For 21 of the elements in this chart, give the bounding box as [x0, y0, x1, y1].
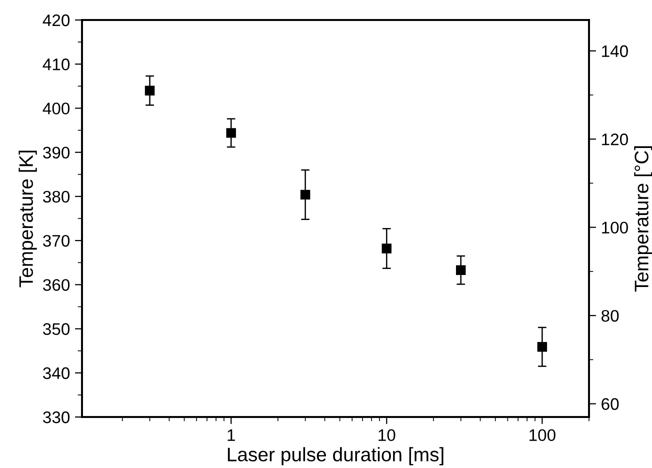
y-tick-label: 380: [43, 190, 70, 203]
y2-tick-label: 140: [602, 45, 628, 58]
y2-axis-title: Temperature [°C]: [634, 146, 652, 292]
y-tick-label: 420: [42, 14, 70, 26]
y-tick-label: 390: [43, 146, 70, 159]
y2-tick-label: 100: [602, 222, 628, 234]
x-axis-title: Laser pulse duration [ms]: [228, 447, 444, 466]
y-tick-label: 410: [42, 58, 70, 70]
y-tick-label: 400: [42, 102, 70, 114]
y-tick-label: 360: [43, 279, 70, 291]
y-tick-label: 370: [43, 234, 70, 247]
y-tick-label: 330: [43, 411, 70, 424]
y2-tick-label: 120: [602, 134, 628, 146]
x-tick-label: 100: [530, 429, 556, 442]
x-tick-label: 10: [378, 429, 396, 442]
y-tick-label: 340: [43, 367, 70, 380]
y-axis-title: Temperature [K]: [18, 150, 37, 288]
y2-tick-label: 80: [602, 310, 619, 322]
x-tick-label: 1: [228, 429, 235, 441]
y2-tick-label: 60: [602, 398, 619, 410]
y-tick-label: 350: [43, 323, 70, 335]
